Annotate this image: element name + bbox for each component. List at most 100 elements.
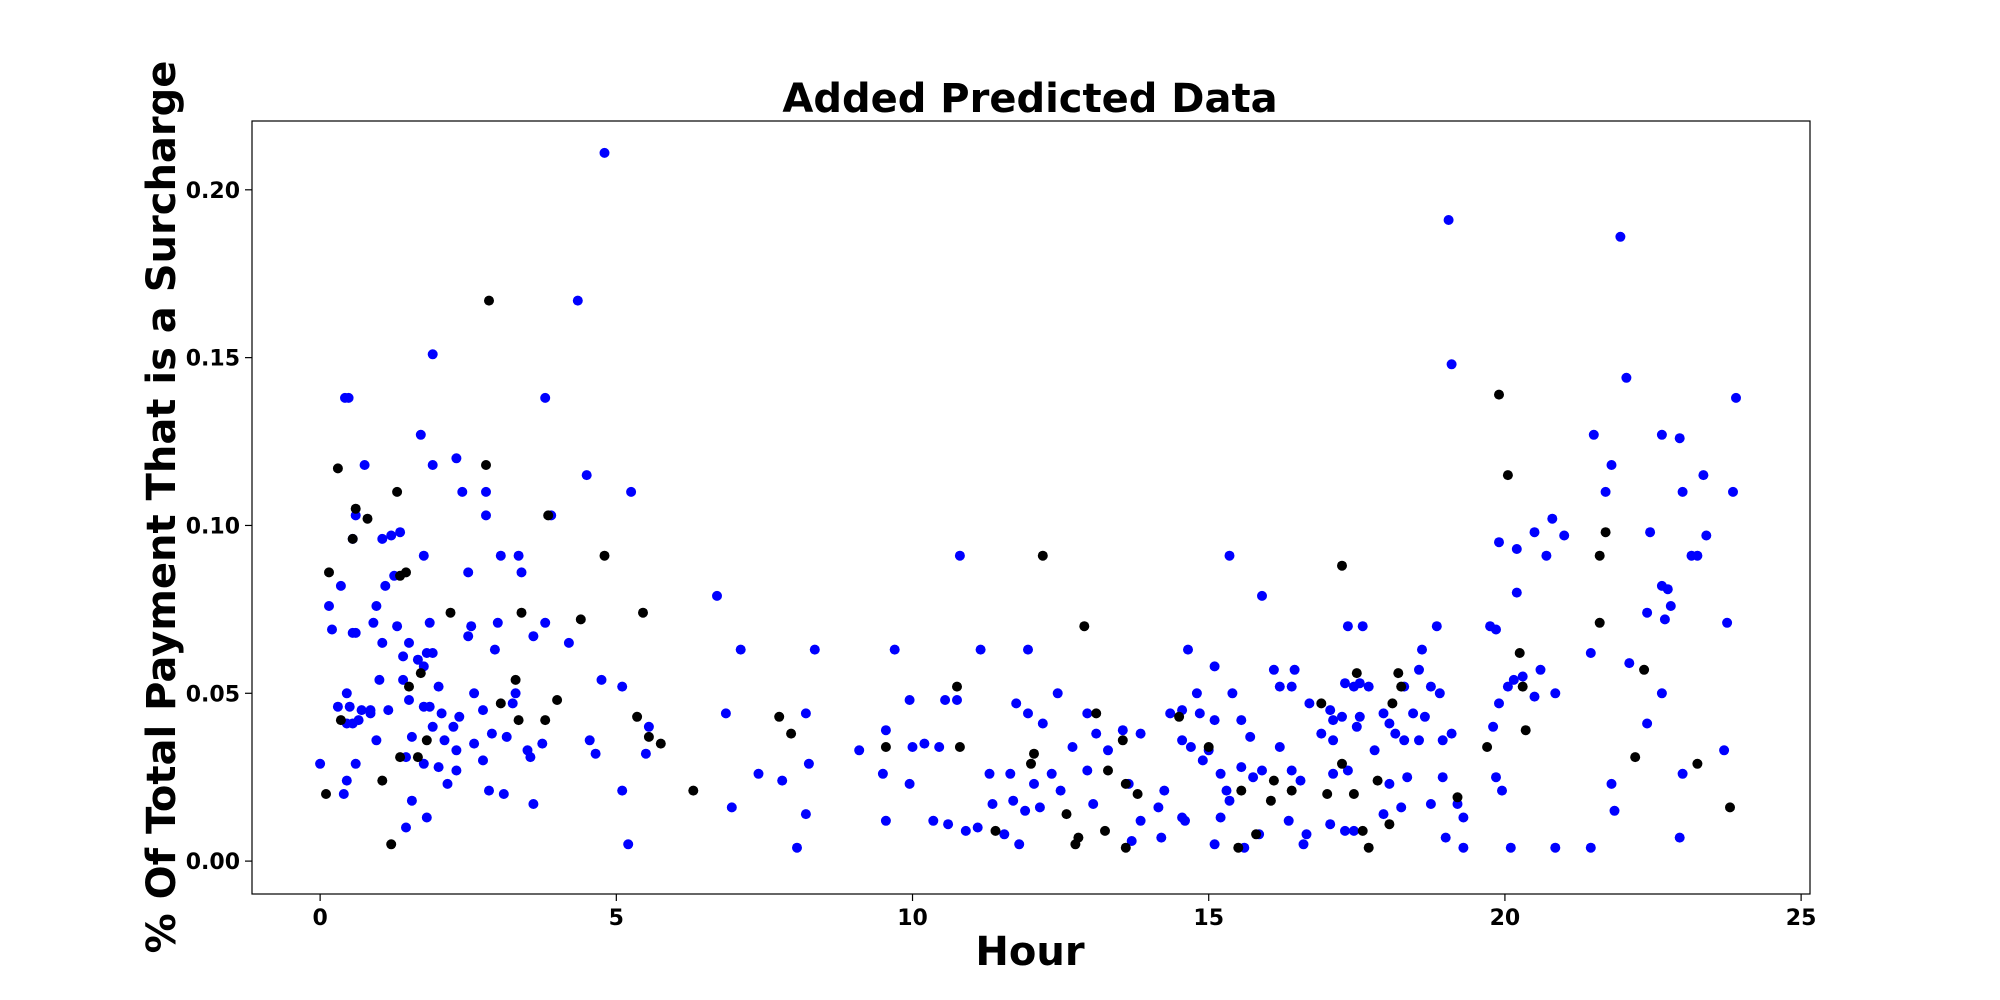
data-point-s1-10 (347, 533, 358, 544)
data-point-s0-142 (424, 701, 435, 712)
data-point-s0-54 (1511, 587, 1522, 598)
data-point-s0-258 (726, 802, 737, 813)
data-point-s1-74 (1372, 775, 1383, 786)
data-point-s0-92 (1183, 644, 1193, 655)
data-point-s1-17 (1337, 560, 1347, 571)
data-point-s0-11 (415, 429, 426, 440)
data-point-s0-255 (406, 795, 417, 806)
data-point-s0-163 (1378, 708, 1389, 719)
data-point-s1-39 (632, 711, 643, 722)
data-point-s1-72 (1348, 789, 1359, 799)
data-point-s1-2 (332, 463, 343, 474)
data-point-s1-31 (952, 681, 962, 692)
data-point-s1-43 (513, 715, 524, 726)
data-point-s0-78 (350, 627, 361, 638)
data-point-s0-207 (1437, 735, 1448, 746)
data-point-s0-247 (1384, 778, 1395, 789)
data-point-s0-103 (1535, 664, 1546, 675)
x-tick-label-0: 0 (312, 906, 327, 931)
data-point-s0-240 (1236, 762, 1247, 773)
data-point-s0-262 (943, 819, 954, 830)
data-point-s1-45 (786, 728, 797, 739)
data-point-s0-110 (433, 681, 444, 692)
data-point-s1-25 (1351, 668, 1362, 679)
data-point-s0-239 (1221, 785, 1232, 796)
data-point-s1-60 (1337, 758, 1347, 769)
data-point-s0-75 (1722, 617, 1733, 628)
data-point-s0-24 (1600, 486, 1611, 497)
data-point-s0-126 (1363, 681, 1374, 692)
x-tick-label-2: 10 (897, 906, 928, 931)
data-point-s0-165 (1419, 711, 1430, 722)
data-point-s0-71 (1431, 621, 1442, 632)
data-point-s0-121 (1227, 688, 1238, 699)
data-point-s1-4 (1502, 470, 1513, 481)
data-point-s0-217 (433, 762, 444, 773)
data-point-s1-85 (1251, 829, 1262, 840)
data-point-s0-203 (1384, 718, 1395, 729)
data-point-s0-216 (418, 758, 429, 769)
data-point-s0-116 (940, 695, 951, 705)
data-point-s0-70 (1357, 621, 1368, 632)
x-tick-label-4: 20 (1490, 906, 1521, 931)
data-point-s0-233 (1046, 768, 1057, 779)
data-point-s1-65 (1103, 765, 1113, 776)
data-point-s0-74 (1659, 614, 1670, 625)
data-point-s1-48 (421, 735, 432, 746)
x-tick-label-5: 25 (1786, 906, 1817, 931)
data-point-s0-15 (451, 453, 462, 464)
data-point-s0-132 (1529, 691, 1540, 702)
data-point-s0-57 (324, 601, 334, 611)
data-point-s0-195 (1185, 742, 1196, 752)
data-point-s1-12 (1037, 550, 1048, 561)
data-point-s0-237 (1197, 755, 1208, 766)
data-point-s0-80 (528, 631, 539, 642)
data-point-s1-83 (1120, 842, 1131, 853)
data-point-s0-76 (1642, 607, 1653, 618)
data-point-s0-157 (1236, 715, 1247, 726)
data-point-s0-303 (1550, 842, 1561, 853)
data-point-s0-295 (1156, 832, 1167, 843)
data-point-s1-40 (1316, 698, 1327, 709)
data-point-s0-117 (952, 695, 962, 705)
data-point-s1-70 (1286, 785, 1297, 796)
data-point-s1-71 (1322, 789, 1333, 799)
x-axis: 0 5 10 15 20 25 (312, 894, 1816, 931)
data-point-s0-213 (341, 775, 352, 786)
data-point-s1-16 (401, 567, 411, 578)
data-point-s0-52 (380, 580, 391, 591)
data-point-s0-181 (584, 735, 595, 746)
data-point-s0-198 (1274, 742, 1285, 752)
data-point-s0-90 (975, 644, 986, 655)
data-point-s1-75 (1384, 819, 1395, 830)
data-point-s0-294 (1126, 836, 1137, 846)
data-point-s0-98 (1209, 661, 1220, 672)
data-point-s0-134 (1502, 681, 1513, 692)
data-point-s0-191 (1103, 745, 1113, 756)
data-point-s0-7 (343, 392, 354, 403)
data-point-s0-122 (1274, 681, 1285, 692)
data-point-s0-131 (1517, 671, 1528, 682)
data-point-s0-171 (371, 735, 382, 746)
data-point-s0-261 (928, 815, 939, 826)
data-point-s1-61 (321, 789, 331, 799)
data-point-s0-100 (1289, 664, 1300, 675)
data-point-s0-86 (489, 644, 500, 655)
data-point-s0-205 (1399, 735, 1410, 746)
y-axis: 0.00 0.05 0.10 0.15 0.20 (186, 179, 252, 875)
data-point-s0-193 (1135, 728, 1146, 739)
data-point-s0-13 (1656, 429, 1667, 440)
data-point-s0-189 (1067, 742, 1078, 752)
data-point-s0-176 (469, 738, 480, 749)
data-point-s0-182 (590, 748, 601, 759)
data-point-s1-68 (1268, 775, 1279, 786)
data-point-s1-22 (1079, 621, 1090, 632)
data-point-s0-204 (1390, 728, 1401, 739)
data-point-s0-172 (406, 731, 417, 742)
data-point-s0-278 (1301, 829, 1312, 840)
data-point-s0-60 (1257, 590, 1267, 601)
data-point-s1-41 (1387, 698, 1398, 709)
data-point-s0-81 (563, 637, 574, 648)
data-point-s0-113 (510, 688, 521, 699)
data-point-s0-221 (484, 785, 494, 796)
